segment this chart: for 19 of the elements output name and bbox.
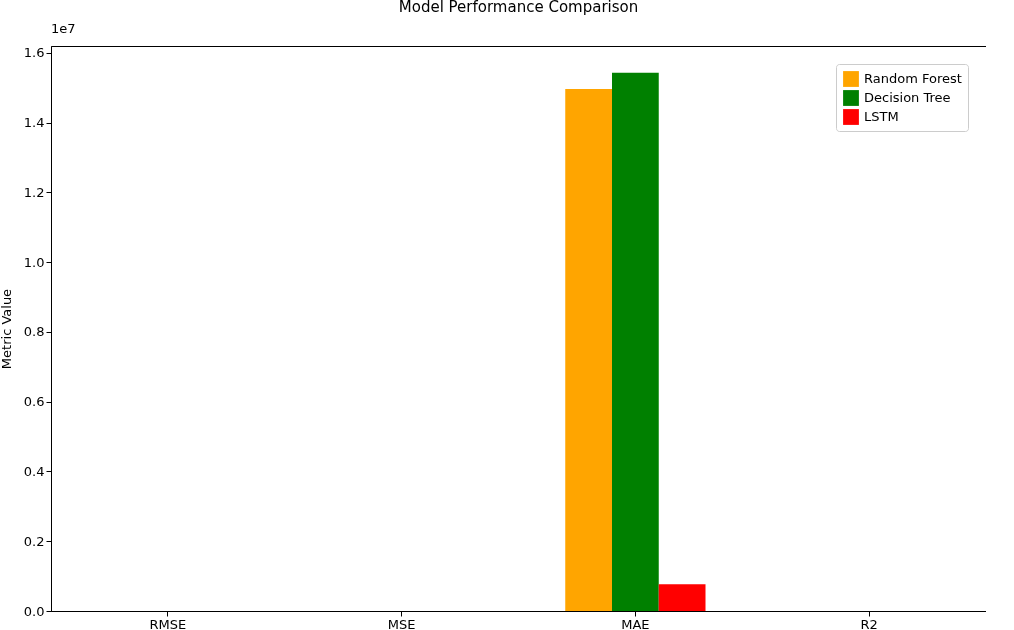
legend-label: Random Forest [864,71,962,86]
legend-label: LSTM [864,109,899,124]
y-tick-label: 1.6 [23,45,45,61]
y-tick-label: 0.8 [23,324,45,340]
y-tick-label: 1.0 [23,254,45,270]
x-tick-label: MAE [621,616,650,630]
y-tick-label: 0.0 [23,603,45,619]
x-tick-label: R2 [860,616,878,630]
y-tick-label: 0.4 [23,463,45,479]
x-tick-label: MSE [387,616,416,630]
y-tick-label: 1.4 [23,115,45,131]
text: 1e7 [51,21,76,36]
x-tick-label: RMSE [149,616,187,630]
y-tick-label: 1.2 [23,184,45,200]
legend-label: Decision Tree [864,90,951,105]
chart-title: Model Performance Comparison [398,0,639,16]
y-axis-title: Metric Value [0,288,14,370]
y-tick-label: 0.2 [23,533,45,549]
y-tick-label: 0.6 [23,394,45,410]
